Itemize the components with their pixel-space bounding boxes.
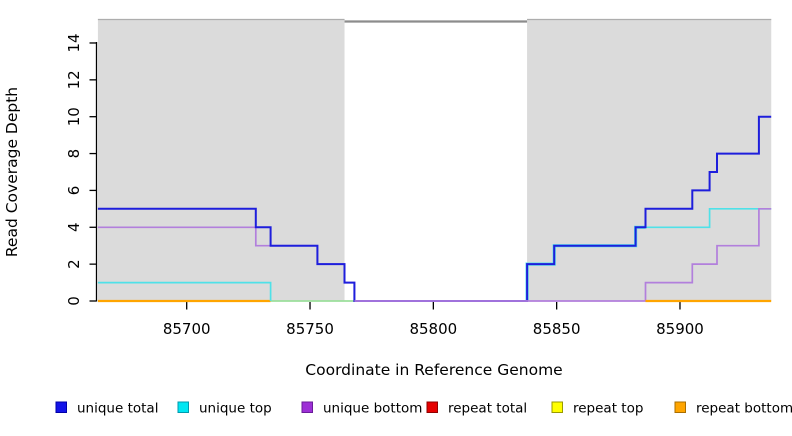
y-axis-label: Read Coverage Depth (3, 87, 21, 257)
y-tick-label: 8 (65, 149, 83, 159)
axes-layer: 0 2 4 6 8 10 12 14 85700 85750 85800 85850 85900 (65, 33, 704, 338)
y-tick-label: 2 (65, 259, 83, 269)
legend: unique total unique top unique bottom repea… (55, 401, 792, 417)
legend-swatch (551, 401, 563, 413)
legend-swatch (55, 401, 67, 413)
x-tick-label: 85800 (409, 320, 457, 338)
y-tick-label: 12 (65, 70, 83, 89)
legend-swatch (301, 401, 313, 413)
legend-item-repeat-bottom: repeat bottom (674, 401, 792, 417)
x-axis-label: Coordinate in Reference Genome (305, 361, 562, 379)
legend-swatch (177, 401, 189, 413)
y-tick-label: 6 (65, 186, 83, 196)
x-tick-label: 85700 (163, 320, 211, 338)
legend-item-unique-total: unique total (55, 401, 158, 417)
series-line-unique-bottom-over (354, 207, 772, 302)
legend-item-repeat-top: repeat top (551, 401, 643, 417)
y-tick-label: 4 (65, 223, 83, 233)
legend-label: repeat bottom (696, 401, 792, 417)
legend-label: repeat top (573, 401, 643, 417)
y-tick-label: 0 (65, 296, 83, 306)
legend-item-unique-top: unique top (177, 401, 272, 417)
shaded-region (527, 19, 772, 301)
legend-item-unique-bottom: unique bottom (301, 401, 422, 417)
series-line-unique-top-left (97, 281, 272, 301)
x-tick-label: 85900 (656, 320, 704, 338)
shaded-region (97, 19, 345, 301)
legend-label: unique top (199, 401, 272, 417)
series-line-unique-total (97, 115, 772, 302)
legend-label: repeat total (448, 401, 527, 417)
series-line-unique-top-right (645, 207, 772, 229)
x-tick-label: 85750 (286, 320, 334, 338)
legend-swatch (426, 401, 438, 413)
legend-item-repeat-total: repeat total (426, 401, 527, 417)
legend-label: unique bottom (323, 401, 422, 417)
y-tick-label: 14 (65, 33, 83, 52)
shaded-background-layer (97, 18, 772, 301)
series-lines-layer (97, 115, 772, 303)
legend-swatch (674, 401, 686, 413)
legend-label: unique total (77, 401, 158, 417)
x-tick-label: 85850 (533, 320, 581, 338)
y-tick-label: 10 (65, 107, 83, 126)
